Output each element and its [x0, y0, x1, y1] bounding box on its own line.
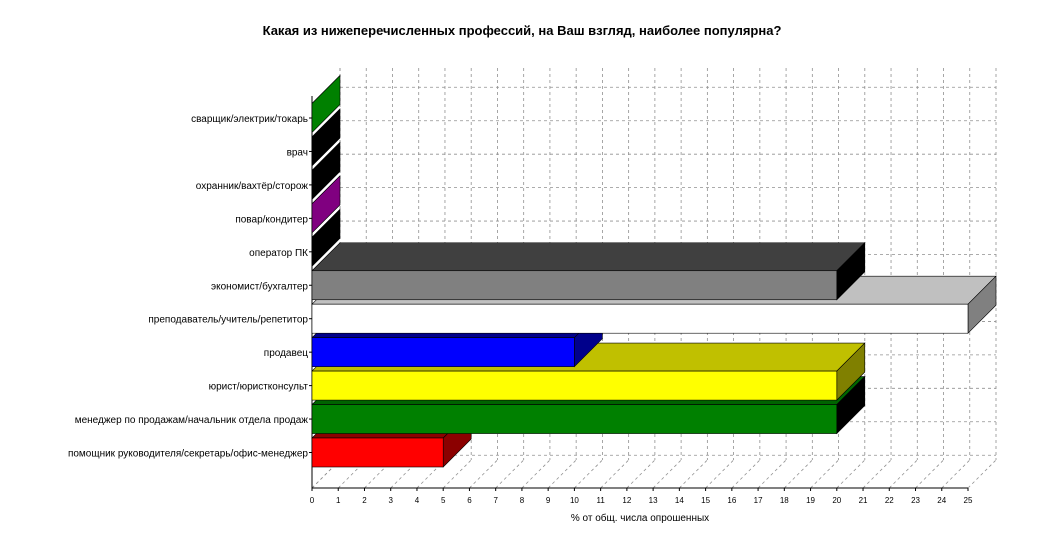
- grid-line-floor: [600, 459, 629, 489]
- x-tick-label: 22: [885, 496, 894, 505]
- bar-side-face: [311, 108, 341, 167]
- x-tick-label: 24: [937, 496, 946, 505]
- bar-front-face: [311, 437, 444, 468]
- grid-line-floor: [915, 459, 944, 489]
- grid-line-floor: [705, 459, 734, 489]
- x-tick-label: 18: [780, 496, 789, 505]
- x-tick-label: 3: [388, 496, 393, 505]
- bar-front-face: [311, 404, 838, 434]
- grid-line-floor: [784, 459, 813, 489]
- grid-line-floor: [521, 459, 551, 489]
- category-label: юрист/юристконсульт: [209, 382, 309, 393]
- x-tick-label: 5: [441, 496, 446, 505]
- bar-5: [311, 242, 866, 301]
- category-label: повар/кондитер: [235, 214, 308, 225]
- x-tick-label: 25: [964, 496, 973, 505]
- bar-side-face: [311, 141, 341, 201]
- x-tick-label: 12: [622, 496, 631, 505]
- x-tick-label: 6: [467, 496, 472, 505]
- grid-line-floor: [941, 459, 971, 489]
- category-label: помощник руководителя/секретарь/офис-мен…: [68, 448, 308, 460]
- category-label: врач: [287, 147, 308, 158]
- x-tick-label: 9: [546, 496, 551, 505]
- x-tick-label: 15: [701, 496, 710, 505]
- x-tick-labels: 0 1 2 3 4 5 6 7 8 9 10 11 12 13 14 15 16 17 18 19 20 21 22 23 24…: [310, 488, 973, 505]
- x-tick-label: 17: [754, 496, 763, 505]
- x-tick-label: 11: [596, 496, 605, 505]
- category-label: оператор ПК: [249, 248, 308, 259]
- bar-front-face: [311, 303, 969, 334]
- x-axis-label: % от общ. числа опрошенных: [571, 512, 709, 524]
- bar-1: [311, 108, 341, 167]
- bar-4: [311, 208, 341, 268]
- grid-line-floor: [442, 459, 472, 489]
- category-labels: сварщик/электрик/токарь врач охранник/вахт…: [68, 114, 312, 460]
- chart-title: Какая из нижеперечисленных профессий, на…: [263, 23, 782, 38]
- bar-3: [311, 175, 341, 234]
- grid-line-floor: [757, 459, 787, 489]
- bar-0: [311, 74, 341, 134]
- x-tick-label: 0: [310, 496, 315, 505]
- x-tick-label: 14: [675, 496, 684, 505]
- x-tick-label: 20: [832, 496, 841, 505]
- x-tick-label: 1: [336, 496, 341, 505]
- x-tick-label: 4: [415, 496, 420, 505]
- grid-line-floor: [836, 459, 866, 489]
- grid-line-floor: [679, 459, 708, 489]
- grid-line-floor: [626, 459, 656, 489]
- x-tick-label: 21: [859, 496, 868, 505]
- category-label: сварщик/электрик/токарь: [191, 114, 308, 125]
- category-label: охранник/вахтёр/сторож: [196, 181, 309, 192]
- bar-side-face: [311, 208, 341, 268]
- grid-line-floor: [652, 459, 682, 489]
- x-tick-label: 10: [570, 496, 579, 505]
- grid-line-floor: [888, 459, 918, 489]
- x-tick-label: 19: [806, 496, 815, 505]
- x-tick-label: 16: [727, 496, 736, 505]
- x-tick-label: 8: [520, 496, 525, 505]
- grid-line-floor: [810, 459, 839, 489]
- x-tick-label: 13: [649, 496, 658, 505]
- grid-line-floor: [574, 459, 603, 489]
- x-tick-label: 23: [911, 496, 920, 505]
- category-label: экономист/бухгалтер: [211, 280, 308, 292]
- category-label: менеджер по продажам/начальник отдела пр…: [75, 415, 309, 426]
- bar-front-face: [311, 370, 838, 401]
- x-tick-label: 7: [493, 496, 498, 505]
- bar-top-face: [311, 242, 866, 272]
- category-label: преподаватель/учитель/репетитор: [148, 315, 308, 326]
- grid-line-floor: [731, 459, 761, 489]
- grid-line-floor: [469, 459, 498, 489]
- grid-line-floor: [862, 459, 892, 489]
- grid-line-floor: [967, 459, 997, 489]
- category-label: продавец: [264, 348, 308, 359]
- bar-front-face: [311, 270, 838, 301]
- bar-side-face: [311, 74, 341, 134]
- grid-line-floor: [495, 459, 524, 489]
- bar-front-face: [311, 337, 575, 367]
- grid-line-floor: [547, 459, 577, 489]
- bar-2: [311, 141, 341, 201]
- x-tick-label: 2: [362, 496, 367, 505]
- bar-side-face: [311, 175, 341, 234]
- bars: [311, 74, 997, 468]
